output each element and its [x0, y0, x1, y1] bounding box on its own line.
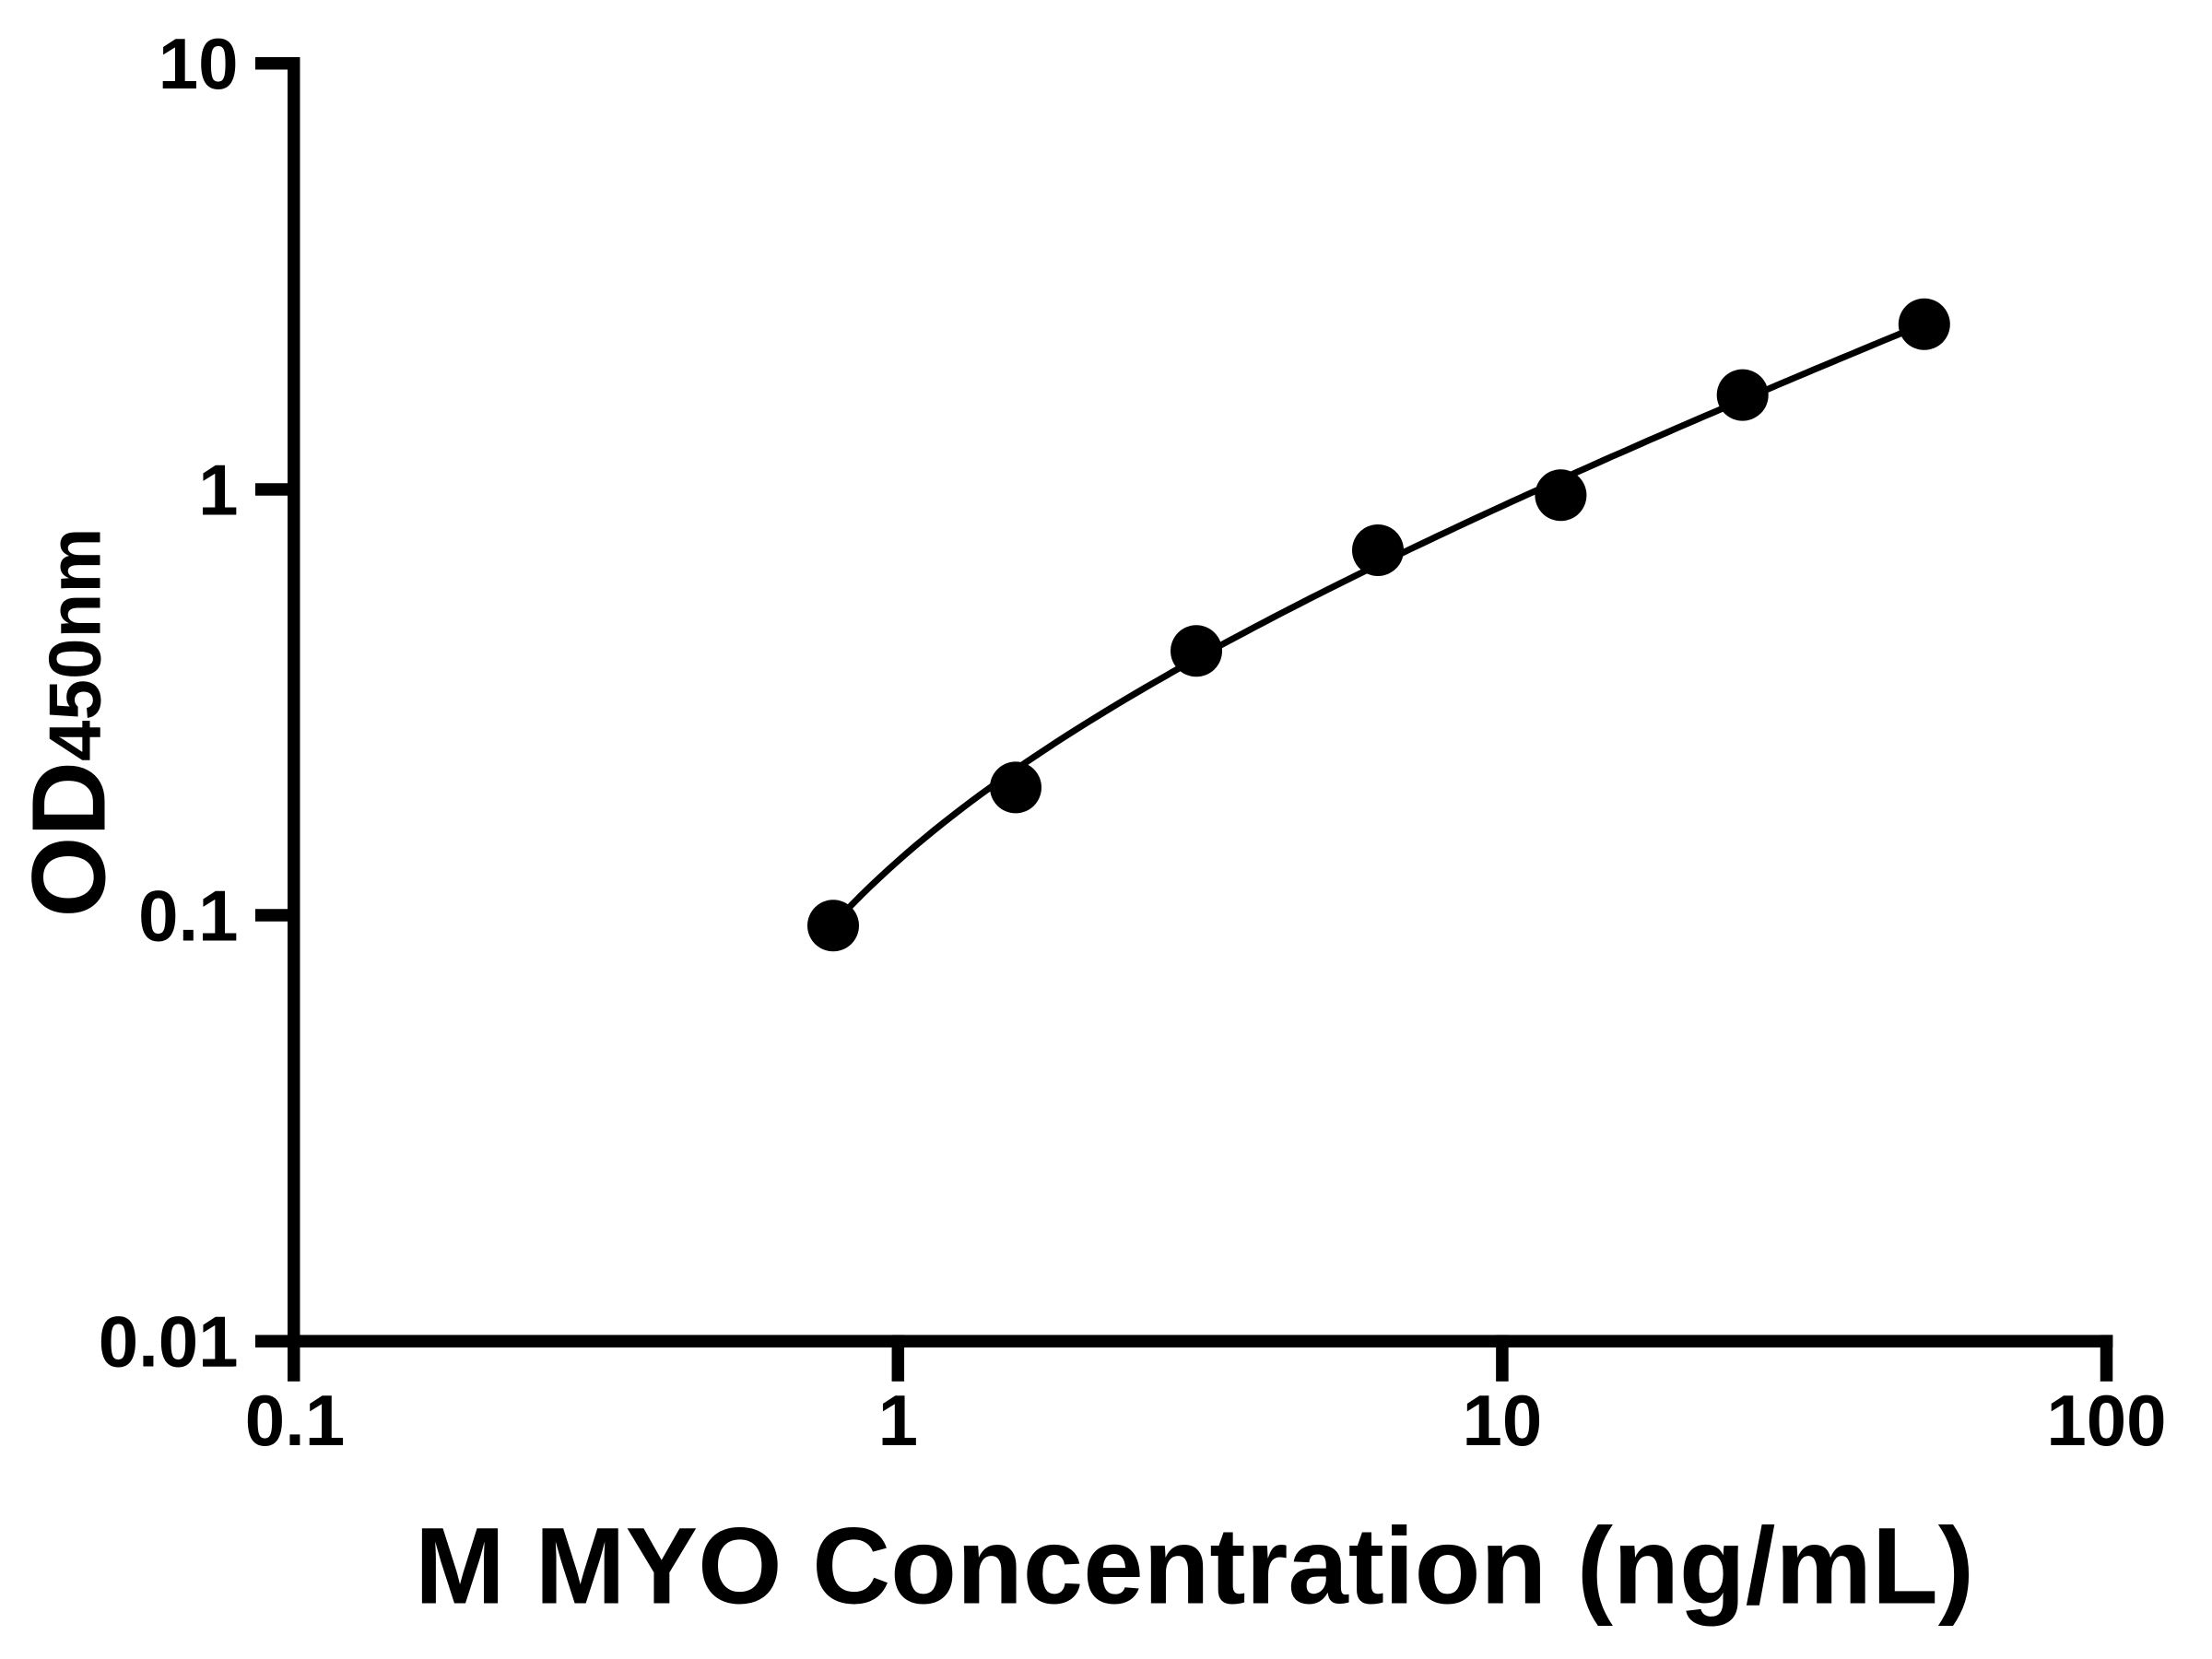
svg-text:M MYO Concentration (ng/mL): M MYO Concentration (ng/mL)	[415, 1506, 1974, 1627]
svg-text:0.1: 0.1	[245, 1380, 345, 1461]
svg-text:10: 10	[159, 23, 239, 104]
svg-text:100: 100	[2046, 1380, 2166, 1461]
svg-text:10: 10	[1463, 1380, 1543, 1461]
svg-text:0.01: 0.01	[99, 1301, 239, 1382]
svg-text:0.1: 0.1	[138, 876, 238, 957]
svg-text:1: 1	[878, 1380, 918, 1461]
svg-text:1: 1	[198, 450, 238, 531]
